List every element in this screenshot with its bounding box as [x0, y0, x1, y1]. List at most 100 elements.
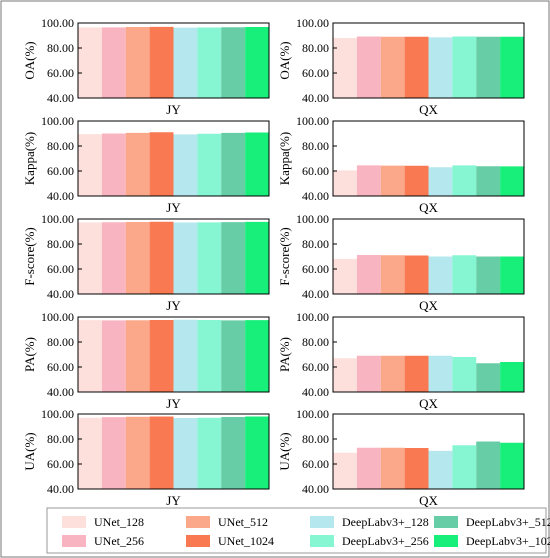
chart-panel-qx-kappa: 40.00 60.00 80.00 100.00 Kappa(%) QX: [277, 114, 525, 215]
y-tick-label: 80.00: [47, 139, 74, 153]
bar-unet-128: [333, 452, 357, 489]
bar-unet-128: [333, 358, 357, 392]
bar-deeplabv3-128: [173, 319, 198, 392]
x-axis-label: JY: [166, 102, 181, 117]
bar-unet-1024: [404, 355, 429, 392]
legend-swatch-deeplabv3-256: [310, 535, 334, 547]
y-tick-label: 60.00: [302, 164, 329, 178]
bar-deeplabv3-256: [452, 165, 477, 197]
y-tick-label: 80.00: [47, 335, 74, 349]
bar-deeplabv3-256: [197, 222, 222, 295]
bar-deeplabv3-512: [221, 222, 246, 295]
bar-unet-128: [333, 170, 357, 197]
bar-deeplabv3-512: [476, 363, 501, 392]
bar-unet-128: [78, 134, 102, 197]
bar-unet-512: [125, 320, 150, 392]
legend-swatch-unet-1024: [186, 535, 210, 547]
bar-deeplabv3-256: [452, 36, 477, 98]
legend-swatch-unet-256: [62, 535, 86, 547]
x-axis-label: JY: [166, 396, 181, 411]
bar-unet-512: [125, 222, 150, 294]
bar-deeplabv3-256: [197, 27, 222, 98]
bar-unet-256: [356, 447, 381, 489]
bar-deeplabv3-512: [476, 166, 501, 196]
bar-deeplabv3-256: [452, 357, 477, 392]
bar-deeplabv3-1024: [500, 442, 525, 489]
legend-label: UNet_256: [94, 534, 144, 548]
bar-deeplabv3-128: [428, 450, 453, 490]
plot-frame: [77, 218, 270, 295]
bar-unet-256: [101, 27, 126, 99]
y-axis-label: PA(%): [22, 337, 37, 372]
bar-unet-128: [78, 417, 102, 489]
x-axis-label: JY: [166, 200, 181, 215]
bar-unet-1024: [149, 416, 174, 489]
legend-label: UNet_128: [94, 515, 144, 529]
panels-group: 40.00 60.00 80.00 100.00 OA(%) JY 40.00 60.00 80…: [22, 16, 525, 508]
bar-deeplabv3-1024: [500, 36, 525, 98]
x-axis-label: JY: [166, 298, 181, 313]
bar-unet-512: [125, 132, 150, 197]
y-tick-label: 60.00: [47, 360, 74, 374]
bar-unet-512: [380, 447, 405, 489]
bar-unet-512: [125, 27, 150, 98]
y-axis-label: OA(%): [277, 41, 292, 79]
y-tick-label: 60.00: [47, 457, 74, 471]
chart-panel-jy-oa: 40.00 60.00 80.00 100.00 OA(%) JY: [22, 16, 270, 117]
plot-frame: [77, 22, 270, 99]
y-tick-label: 40.00: [47, 385, 74, 399]
bar-unet-256: [101, 417, 126, 490]
bar-deeplabv3-1024: [245, 221, 270, 295]
x-axis-label: JY: [166, 493, 181, 508]
bar-deeplabv3-512: [221, 132, 246, 197]
legend-swatch-unet-512: [186, 516, 210, 528]
y-tick-label: 40.00: [47, 91, 74, 105]
y-axis-label: Kappa(%): [22, 132, 37, 185]
bar-deeplabv3-128: [428, 256, 453, 294]
legend-label: DeepLabv3+_256: [342, 534, 429, 548]
y-axis-label: Kappa(%): [277, 132, 292, 185]
bar-deeplabv3-128: [428, 355, 453, 392]
bar-deeplabv3-128: [428, 167, 453, 196]
bar-unet-256: [356, 255, 381, 294]
x-axis-label: QX: [419, 200, 438, 215]
plot-frame: [332, 218, 525, 295]
y-tick-label: 60.00: [47, 66, 74, 80]
y-tick-label: 60.00: [302, 66, 329, 80]
chart-panel-jy-fscore: 40.00 60.00 80.00 100.00 F-score(%) JY: [22, 212, 270, 313]
bar-unet-1024: [149, 132, 174, 196]
x-axis-label: QX: [419, 396, 438, 411]
chart-panel-qx-pa: 40.00 60.00 80.00 100.00 PA(%) QX: [277, 310, 525, 411]
y-axis-label: UA(%): [22, 432, 37, 470]
legend: UNet_128 UNet_512 DeepLabv3+_128 DeepLabv3+…: [46, 507, 550, 554]
legend-swatch-deeplabv3-1024: [434, 535, 458, 547]
x-axis-label: QX: [419, 298, 438, 313]
bar-unet-256: [356, 36, 381, 98]
bar-unet-512: [125, 416, 150, 489]
y-tick-label: 40.00: [302, 482, 329, 496]
bar-unet-1024: [404, 165, 429, 196]
bar-unet-128: [78, 222, 102, 295]
x-axis-label: QX: [419, 493, 438, 508]
chart-panel-jy-ua: 40.00 60.00 80.00 100.00 UA(%) JY: [22, 407, 270, 508]
legend-swatch-deeplabv3-512: [434, 516, 458, 528]
bar-deeplabv3-1024: [245, 416, 270, 489]
y-tick-label: 60.00: [302, 360, 329, 374]
chart-panel-qx-fscore: 40.00 60.00 80.00 100.00 F-score(%) QX: [277, 212, 525, 313]
y-tick-label: 80.00: [47, 41, 74, 55]
bar-deeplabv3-1024: [245, 320, 270, 393]
legend-box: [46, 507, 547, 554]
bar-deeplabv3-1024: [500, 256, 525, 294]
y-tick-label: 100.00: [296, 407, 329, 421]
plot-frame: [77, 413, 270, 490]
bar-unet-1024: [404, 255, 429, 294]
bar-unet-512: [380, 165, 405, 197]
y-tick-label: 40.00: [302, 385, 329, 399]
bar-deeplabv3-256: [452, 255, 477, 294]
bar-deeplabv3-256: [197, 417, 222, 489]
bar-unet-1024: [404, 36, 429, 98]
bar-unet-256: [356, 355, 381, 392]
bar-deeplabv3-1024: [500, 166, 525, 197]
bar-unet-512: [380, 36, 405, 98]
bar-unet-256: [356, 165, 381, 197]
